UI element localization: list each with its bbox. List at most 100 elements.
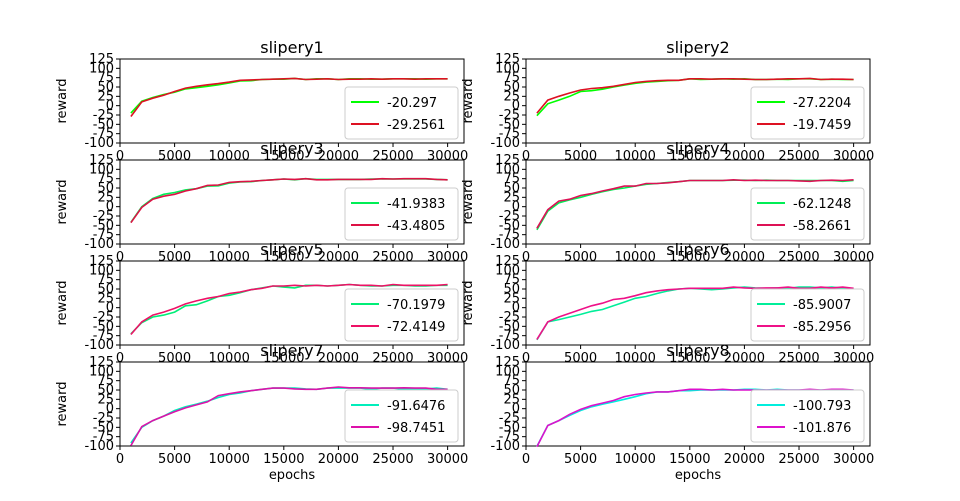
- y-tick-label: 75: [503, 172, 520, 187]
- x-tick-label: 5000: [158, 452, 191, 467]
- legend-box: [750, 86, 865, 140]
- y-tick-label: -25: [499, 411, 520, 426]
- legend-label: -62.1248: [793, 197, 851, 212]
- y-tick-label: 75: [97, 172, 114, 187]
- y-tick-label: -25: [93, 310, 114, 325]
- x-tick-label: 15000: [263, 452, 304, 467]
- y-tick-label: 50: [97, 80, 114, 95]
- x-tick-label: 0: [116, 250, 124, 265]
- legend-label: -101.876: [793, 421, 851, 436]
- legend: -70.1979 -72.4149: [344, 288, 459, 342]
- x-tick-label: 0: [116, 351, 124, 366]
- x-tick-label: 10000: [209, 452, 250, 467]
- y-tick-label: -50: [499, 420, 520, 435]
- y-tick-label: 75: [503, 273, 520, 288]
- y-tick-label: -100: [490, 136, 520, 151]
- y-tick-label: 0: [106, 402, 114, 417]
- y-tick-label: 100: [495, 61, 520, 76]
- y-tick-label: 100: [495, 263, 520, 278]
- y-tick-label: -75: [499, 127, 520, 142]
- series-line-2: [536, 286, 854, 340]
- y-tick-label: 75: [503, 71, 520, 86]
- y-tick-label: 100: [89, 61, 114, 76]
- y-tick-label: -75: [499, 228, 520, 243]
- y-tick-label: 0: [512, 200, 520, 215]
- y-axis-label: reward: [461, 280, 476, 325]
- y-tick-label: 0: [512, 99, 520, 114]
- y-tick-label: -100: [490, 237, 520, 252]
- x-tick-label: 15000: [669, 452, 710, 467]
- y-tick-label: 25: [97, 190, 114, 205]
- y-tick-label: -50: [499, 319, 520, 334]
- series-line-2: [536, 77, 854, 114]
- legend: -41.9383 -43.4805: [344, 187, 459, 241]
- legend-box: [750, 288, 865, 342]
- legend: -100.793 -101.876: [750, 389, 865, 443]
- y-tick-label: -75: [93, 329, 114, 344]
- y-tick-label: 75: [97, 273, 114, 288]
- series-line-2: [130, 77, 448, 117]
- y-axis-label: reward: [55, 280, 70, 325]
- x-tick-label: 0: [116, 452, 124, 467]
- legend-box: [344, 86, 459, 140]
- panel-title: slipery6: [666, 240, 729, 259]
- y-tick-label: -25: [499, 310, 520, 325]
- panel-title: slipery7: [260, 341, 323, 360]
- y-tick-label: -50: [93, 218, 114, 233]
- y-axis-label: reward: [461, 78, 476, 123]
- x-axis-label: epochs: [269, 468, 316, 483]
- y-tick-label: -75: [93, 127, 114, 142]
- y-tick-label: 25: [503, 392, 520, 407]
- y-tick-label: -50: [93, 117, 114, 132]
- y-axis-label: reward: [55, 78, 70, 123]
- y-tick-label: -75: [93, 430, 114, 445]
- y-tick-label: 100: [495, 364, 520, 379]
- legend-label: -20.297: [387, 96, 437, 111]
- y-tick-label: 75: [503, 374, 520, 389]
- y-tick-label: -25: [499, 108, 520, 123]
- legend: -27.2204 -19.7459: [750, 86, 865, 140]
- legend-label: -43.4805: [387, 219, 445, 234]
- x-tick-label: 20000: [318, 452, 359, 467]
- legend-label: -19.7459: [793, 118, 851, 133]
- x-axis-label: epochs: [675, 468, 722, 483]
- y-tick-label: 50: [503, 383, 520, 398]
- y-tick-label: 25: [503, 190, 520, 205]
- x-tick-label: 0: [522, 351, 530, 366]
- y-tick-label: 50: [97, 181, 114, 196]
- legend-box: [344, 389, 459, 443]
- panel-title: slipery4: [666, 139, 729, 158]
- y-tick-label: -50: [499, 218, 520, 233]
- legend-label: -72.4149: [387, 320, 445, 335]
- y-tick-label: -100: [84, 136, 114, 151]
- y-tick-label: 50: [97, 383, 114, 398]
- series-line-2: [130, 386, 448, 446]
- legend: -62.1248 -58.2661: [750, 187, 865, 241]
- y-tick-label: 125: [89, 52, 114, 67]
- y-tick-label: 125: [89, 254, 114, 269]
- y-tick-label: 0: [106, 99, 114, 114]
- y-tick-label: -100: [84, 439, 114, 454]
- x-tick-label: 25000: [372, 452, 413, 467]
- y-tick-label: -25: [93, 108, 114, 123]
- legend-label: -70.1979: [387, 298, 445, 313]
- y-tick-label: 50: [503, 181, 520, 196]
- y-tick-label: -25: [93, 411, 114, 426]
- y-tick-label: 25: [97, 291, 114, 306]
- y-tick-label: 50: [97, 282, 114, 297]
- y-axis-label: reward: [461, 179, 476, 224]
- y-tick-label: 25: [97, 89, 114, 104]
- y-tick-label: -50: [93, 420, 114, 435]
- panel-title: slipery5: [260, 240, 323, 259]
- y-tick-label: 75: [97, 71, 114, 86]
- legend-box: [344, 288, 459, 342]
- y-tick-label: -75: [499, 430, 520, 445]
- y-tick-label: -100: [84, 338, 114, 353]
- y-axis-label: reward: [55, 179, 70, 224]
- y-tick-label: 125: [495, 153, 520, 168]
- legend: -20.297 -29.2561: [344, 86, 459, 140]
